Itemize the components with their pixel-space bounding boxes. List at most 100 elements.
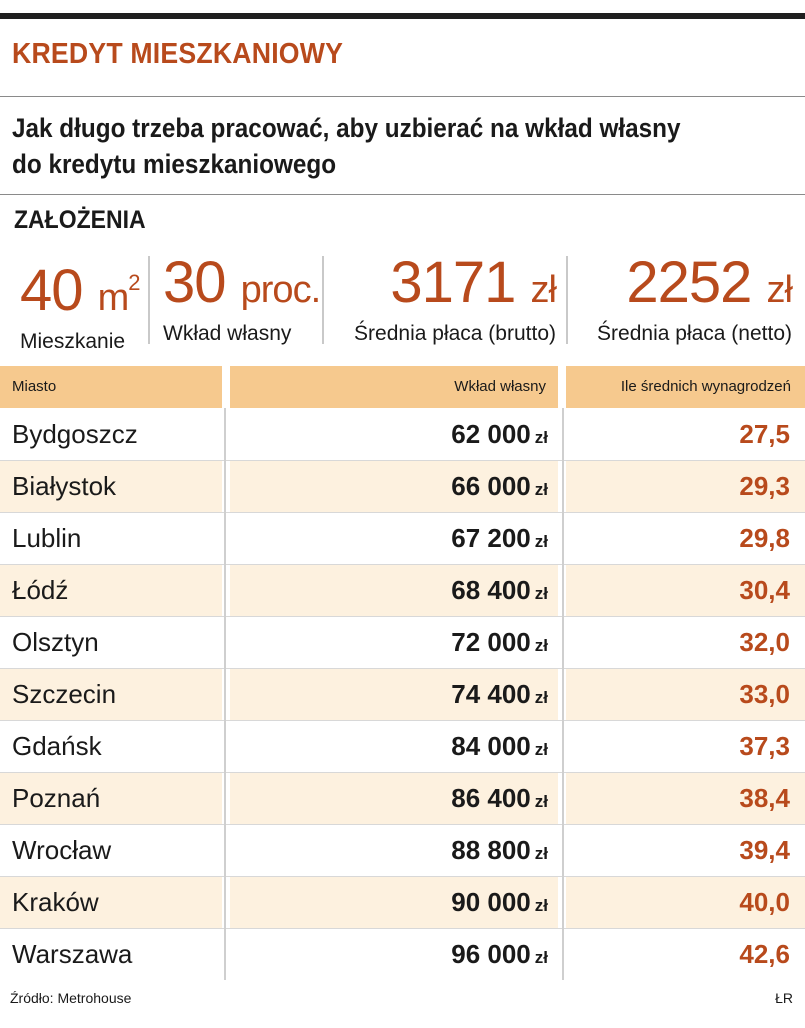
stat-unit: proc.	[240, 269, 321, 311]
row-divider	[0, 564, 805, 565]
cell-ratio: 38,4	[739, 783, 790, 813]
cell-city: Gdańsk	[12, 731, 102, 761]
top-rule	[0, 13, 805, 19]
row-shade	[0, 564, 222, 616]
column-header-ratio: Ile średnich wynagrodzeń	[566, 366, 805, 408]
row-shade	[566, 460, 805, 512]
cell-amount: 74 400 zł	[232, 668, 558, 720]
divider	[0, 194, 805, 195]
stat-value: 2252	[626, 250, 752, 315]
row-divider	[0, 512, 805, 513]
amount-value: 66 000	[451, 471, 531, 501]
currency-label: zł	[534, 636, 548, 655]
table-row: Łódź 68 400 zł 30,4	[0, 564, 805, 616]
cell-city: Kraków	[12, 887, 99, 917]
table-row: Szczecin 74 400 zł 33,0	[0, 668, 805, 720]
currency-label: zł	[534, 428, 548, 447]
cell-amount: 62 000 zł	[232, 408, 558, 460]
cell-city: Lublin	[12, 523, 82, 553]
row-shade	[566, 772, 805, 824]
cell-amount: 88 800 zł	[232, 824, 558, 876]
row-divider	[0, 876, 805, 877]
table-row: Gdańsk 84 000 zł 37,3	[0, 720, 805, 772]
cell-amount: 72 000 zł	[232, 616, 558, 668]
stat-label: Mieszkanie	[20, 330, 126, 353]
cell-ratio: 29,3	[739, 471, 790, 501]
row-divider	[0, 460, 805, 461]
stat-label: Średnia płaca (netto)	[597, 322, 792, 345]
cell-amount: 66 000 zł	[232, 460, 558, 512]
amount-value: 90 000	[451, 887, 531, 917]
currency-label: zł	[534, 688, 548, 707]
row-shade	[230, 564, 558, 616]
amount-value: 84 000	[451, 731, 531, 761]
stat-unit: zł	[766, 269, 793, 311]
assumptions-title: ZAŁOŻENIA	[14, 206, 146, 234]
cell-amount: 96 000 zł	[232, 928, 558, 980]
stat-value: 40	[20, 258, 84, 323]
currency-label: zł	[534, 896, 548, 915]
cell-ratio: 33,0	[739, 679, 790, 709]
currency-label: zł	[534, 740, 548, 759]
cell-ratio: 40,0	[739, 887, 790, 917]
cell-city: Białystok	[12, 471, 117, 501]
row-divider	[0, 772, 805, 773]
cell-amount: 67 200 zł	[232, 512, 558, 564]
column-header-city: Miasto	[0, 366, 222, 408]
cell-city: Bydgoszcz	[12, 419, 138, 449]
source-note: Źródło: Metrohouse	[10, 990, 132, 1006]
row-divider	[0, 928, 805, 929]
amount-value: 96 000	[451, 939, 531, 969]
table-row: Bydgoszcz 62 000 zł 27,5	[0, 408, 805, 460]
headline-line-2: do kredytu mieszkaniowego	[12, 149, 337, 179]
column-separator	[224, 408, 226, 980]
table-row: Wrocław 88 800 zł 39,4	[0, 824, 805, 876]
cell-city: Wrocław	[12, 835, 112, 865]
amount-value: 68 400	[451, 575, 531, 605]
stat-value: 30	[163, 250, 227, 315]
row-divider	[0, 668, 805, 669]
cell-amount: 86 400 zł	[232, 772, 558, 824]
credit: ŁR	[775, 990, 793, 1006]
cell-ratio: 39,4	[739, 835, 790, 865]
amount-value: 88 800	[451, 835, 531, 865]
table-row: Olsztyn 72 000 zł 32,0	[0, 616, 805, 668]
stat-unit-sup: 2	[128, 270, 140, 295]
stat-value: 3171	[390, 250, 516, 315]
row-shade	[230, 876, 558, 928]
row-shade	[566, 564, 805, 616]
stat-apartment-size: 40 m2 Mieszkanie	[20, 252, 141, 354]
cell-ratio: 32,0	[739, 627, 790, 657]
cell-amount: 90 000 zł	[232, 876, 558, 928]
table-row: Warszawa 96 000 zł 42,6	[0, 928, 805, 980]
amount-value: 86 400	[451, 783, 531, 813]
row-divider	[0, 824, 805, 825]
row-divider	[0, 616, 805, 617]
amount-value: 67 200	[451, 523, 531, 553]
column-header-amount: Wkład własny	[230, 366, 558, 408]
table-row: Białystok 66 000 zł 29,3	[0, 460, 805, 512]
cell-amount: 84 000 zł	[232, 720, 558, 772]
stat-separator	[148, 256, 150, 344]
row-shade	[0, 772, 222, 824]
headline-line-1: Jak długo trzeba pracować, aby uzbierać …	[12, 113, 681, 143]
row-shade	[0, 668, 222, 720]
stat-down-payment: 30 proc. Wkład własny	[163, 250, 321, 346]
cell-city: Olsztyn	[12, 627, 99, 657]
cell-city: Łódź	[12, 575, 69, 605]
row-shade	[566, 668, 805, 720]
row-shade	[0, 460, 222, 512]
cell-ratio: 29,8	[739, 523, 790, 553]
amount-value: 74 400	[451, 679, 531, 709]
currency-label: zł	[534, 948, 548, 967]
cell-ratio: 37,3	[739, 731, 790, 761]
stat-separator	[566, 256, 568, 344]
row-shade	[230, 668, 558, 720]
amount-value: 72 000	[451, 627, 531, 657]
stat-unit: m	[97, 277, 130, 319]
table-row: Poznań 86 400 zł 38,4	[0, 772, 805, 824]
stat-label: Wkład własny	[163, 322, 292, 345]
currency-label: zł	[534, 792, 548, 811]
row-divider	[0, 720, 805, 721]
amount-value: 62 000	[451, 419, 531, 449]
